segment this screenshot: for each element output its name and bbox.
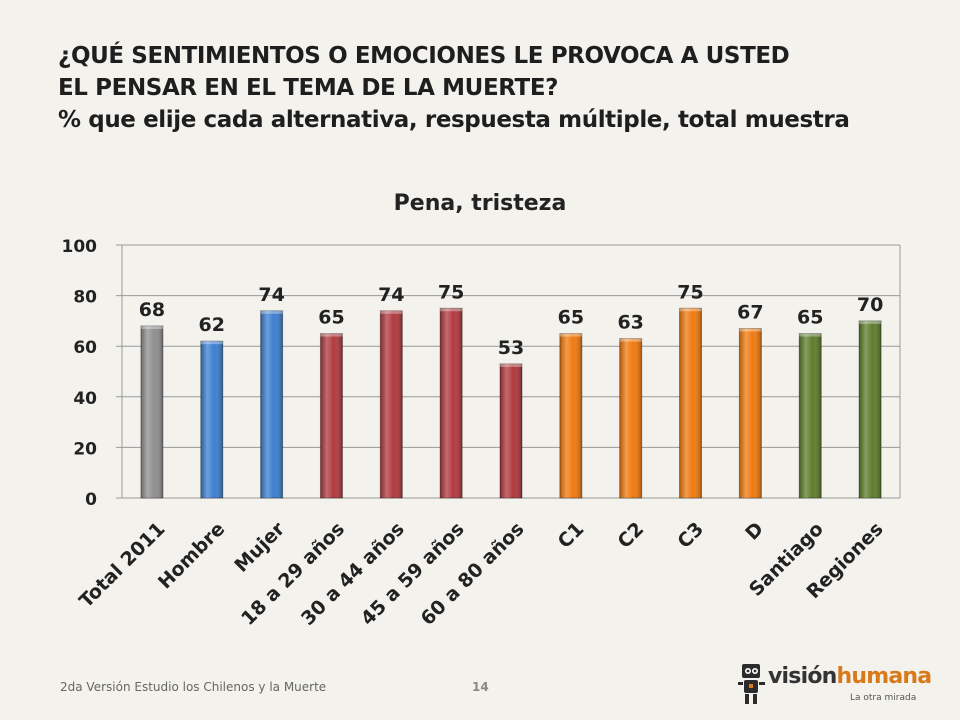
bar-shine bbox=[200, 341, 223, 498]
data-label: 75 bbox=[677, 281, 703, 303]
bar-shine bbox=[679, 308, 702, 498]
bar-chart: Pena, tristeza 0 20 40 60 80 100 68 Total 2011 6… bbox=[62, 191, 901, 630]
category-label: Mujer bbox=[230, 518, 289, 577]
category-label: C1 bbox=[554, 518, 589, 553]
vision-humana-logo: visiónhumana La otra mirada bbox=[738, 662, 932, 710]
bar-cap bbox=[859, 320, 882, 324]
data-label: 74 bbox=[378, 284, 404, 306]
footer-study-name: 2da Versión Estudio los Chilenos y la Mu… bbox=[60, 680, 327, 694]
bar-shine bbox=[739, 328, 762, 498]
bar-cap bbox=[500, 363, 522, 367]
bar-cap bbox=[799, 333, 822, 337]
bar-shine bbox=[799, 333, 822, 498]
category-label: C2 bbox=[613, 518, 648, 553]
bar-cap bbox=[260, 310, 283, 314]
y-tick-label: 100 bbox=[62, 237, 98, 257]
category-label: 30 a 44 años bbox=[297, 518, 409, 630]
bar-shine bbox=[380, 310, 403, 498]
y-tick-label: 0 bbox=[85, 490, 97, 510]
bar-cap bbox=[140, 325, 163, 329]
bar-shine bbox=[619, 338, 642, 498]
bar-cap bbox=[559, 333, 582, 337]
data-label: 74 bbox=[258, 284, 284, 306]
bar-shine bbox=[859, 320, 882, 498]
bar-shine bbox=[440, 308, 463, 498]
bar-cap bbox=[679, 308, 702, 312]
logo-figure-icon bbox=[738, 664, 765, 704]
data-label: 65 bbox=[318, 307, 344, 329]
category-label: Total 2011 bbox=[75, 518, 169, 612]
page-number: 14 bbox=[472, 680, 489, 694]
y-tick-label: 60 bbox=[73, 338, 97, 358]
bar-shine bbox=[320, 333, 343, 498]
bar-shine bbox=[140, 325, 163, 498]
category-label: 60 a 80 años bbox=[417, 518, 529, 630]
bar-cap bbox=[200, 341, 223, 345]
title-line-3: % que elije cada alternativa, respuesta … bbox=[58, 107, 850, 133]
bar-shine bbox=[559, 333, 582, 498]
bar-shine bbox=[500, 363, 522, 498]
y-tick-label: 40 bbox=[73, 389, 97, 409]
title-line-2: EL PENSAR EN EL TEMA DE LA MUERTE? bbox=[58, 75, 559, 101]
bar-cap bbox=[739, 328, 762, 332]
data-label: 63 bbox=[617, 312, 643, 334]
bar-cap bbox=[380, 310, 403, 314]
category-label: 18 a 29 años bbox=[237, 518, 349, 630]
data-label: 65 bbox=[797, 307, 823, 329]
slide-title: ¿QUÉ SENTIMIENTOS O EMOCIONES LE PROVOCA… bbox=[58, 40, 938, 136]
data-label: 67 bbox=[737, 301, 763, 323]
bar-cap bbox=[440, 308, 463, 312]
title-line-1: ¿QUÉ SENTIMIENTOS O EMOCIONES LE PROVOCA… bbox=[58, 43, 790, 69]
bar-cap bbox=[320, 333, 343, 337]
bar-cap bbox=[619, 338, 642, 342]
data-label: 70 bbox=[857, 294, 883, 316]
data-label: 62 bbox=[199, 314, 225, 336]
logo-wordmark-part1: visión bbox=[768, 664, 837, 689]
category-label: 45 a 59 años bbox=[357, 518, 469, 630]
logo-wordmark: visiónhumana bbox=[768, 664, 933, 689]
logo-tagline: La otra mirada bbox=[850, 693, 917, 703]
logo-wordmark-part2: humana bbox=[836, 664, 933, 689]
chart-title: Pena, tristeza bbox=[394, 191, 567, 216]
data-label: 65 bbox=[558, 307, 584, 329]
category-label: D bbox=[741, 518, 768, 545]
data-label: 53 bbox=[498, 337, 524, 359]
data-label: 75 bbox=[438, 281, 464, 303]
category-label: C3 bbox=[673, 518, 708, 553]
data-label: 68 bbox=[139, 299, 165, 321]
y-tick-label: 20 bbox=[73, 439, 97, 459]
bar-shine bbox=[260, 310, 283, 498]
y-tick-label: 80 bbox=[73, 288, 97, 308]
